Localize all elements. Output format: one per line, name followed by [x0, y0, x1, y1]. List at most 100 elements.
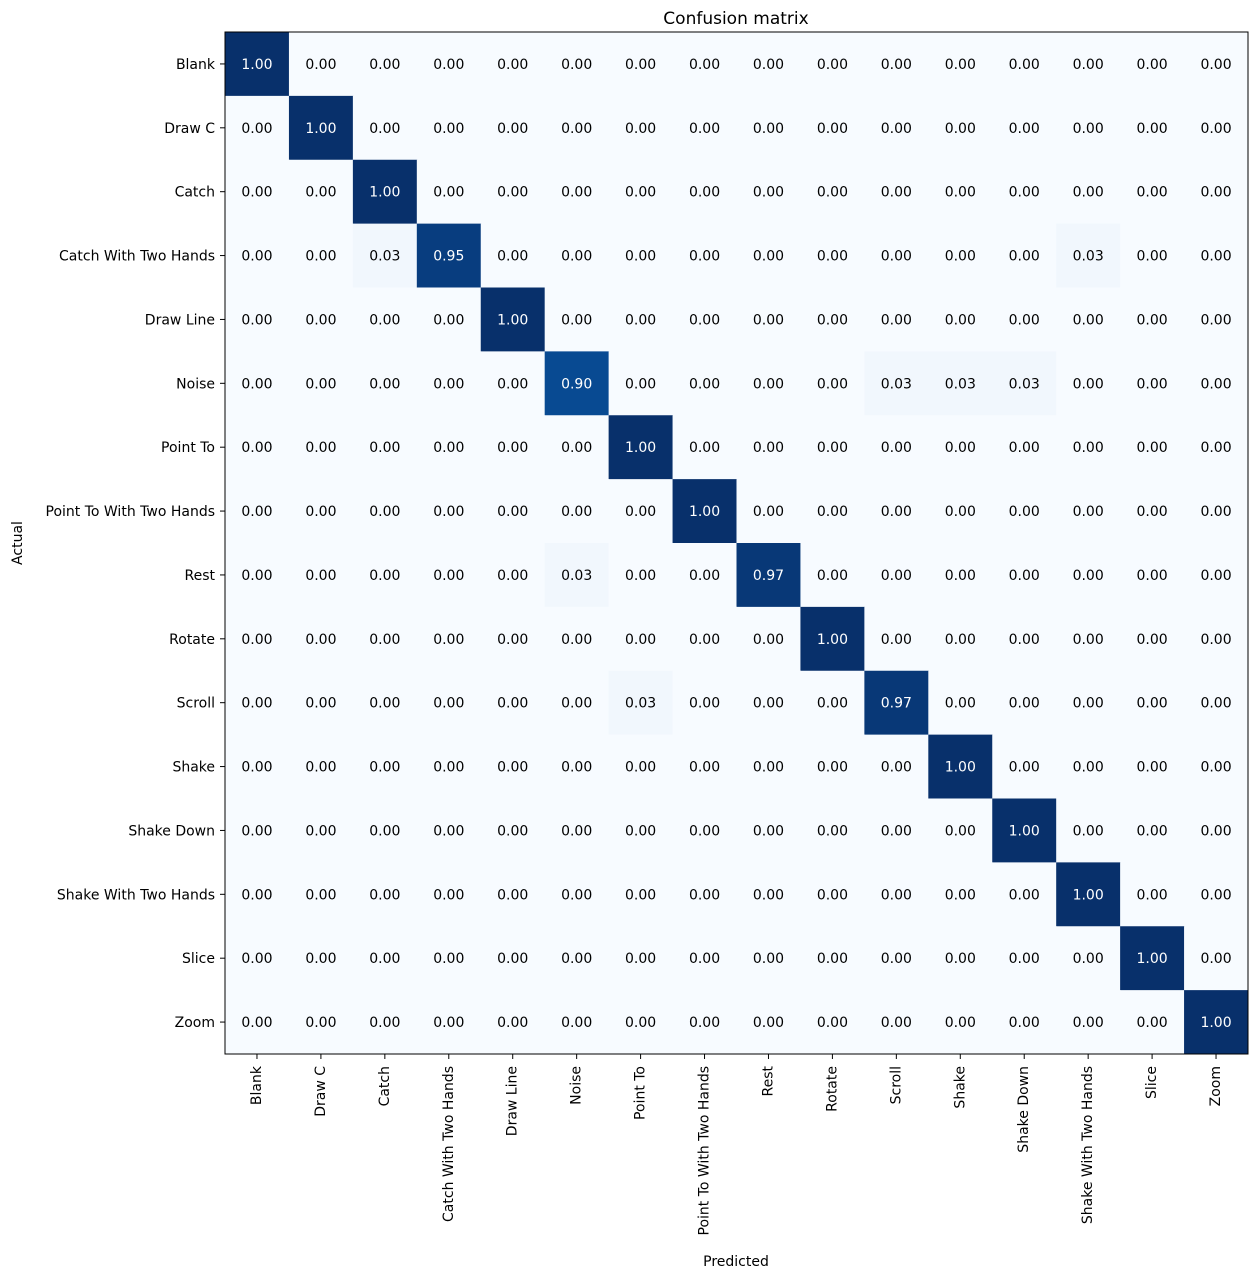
cell-value-label: 0.00 [689, 951, 720, 967]
cell-value-label: 0.00 [817, 440, 848, 456]
cell-value-label: 0.00 [881, 1015, 912, 1031]
heatmap-cell [800, 734, 865, 799]
heatmap-cell [480, 287, 546, 352]
cell-value-label: 0.00 [561, 312, 592, 328]
heatmap-cell [352, 670, 418, 736]
heatmap-cell [1056, 606, 1121, 672]
heatmap-cell [352, 415, 418, 480]
heatmap-cell [928, 734, 993, 799]
x-tick-label: Shake With Two Hands [1080, 1066, 1096, 1224]
heatmap-cell [992, 926, 1057, 991]
cell-value-label: 0.00 [561, 632, 592, 648]
heatmap-cell [864, 606, 929, 672]
cell-value-label: 0.00 [625, 823, 656, 839]
heatmap-cell [1120, 479, 1185, 544]
cell-value-label: 0.00 [1009, 951, 1040, 967]
cell-value-label: 0.00 [1073, 185, 1104, 201]
heatmap-cell [672, 351, 737, 416]
cell-value-label: 0.00 [689, 887, 720, 903]
heatmap-cell [736, 798, 801, 863]
cell-value-label: 0.00 [689, 632, 720, 648]
heatmap-cell [800, 351, 865, 416]
heatmap-cell [608, 351, 674, 416]
cell-value-label: 0.00 [305, 57, 336, 73]
cell-value-label: 0.00 [945, 568, 976, 584]
cell-value-label: 0.00 [1009, 632, 1040, 648]
cell-value-label: 0.00 [1200, 823, 1231, 839]
heatmap-cell [225, 990, 290, 1055]
heatmap-cell [992, 670, 1057, 736]
cell-value-label: 0.00 [625, 1015, 656, 1031]
cell-value-label: 0.00 [689, 249, 720, 265]
cell-value-label: 0.00 [625, 185, 656, 201]
x-tick-label: Scroll [888, 1066, 904, 1104]
cell-value-label: 0.00 [1137, 312, 1168, 328]
heatmap-cell [352, 734, 418, 799]
heatmap-cell [736, 606, 801, 672]
x-tick-label: Rotate [824, 1066, 840, 1112]
cell-value-label: 0.00 [817, 823, 848, 839]
y-tick-label: Point To [161, 440, 215, 456]
heatmap-cell [480, 734, 546, 799]
x-axis-label: Predicted [703, 1254, 769, 1270]
heatmap-cell [992, 862, 1057, 927]
cell-value-label: 0.00 [1009, 185, 1040, 201]
heatmap-cell [1184, 990, 1249, 1055]
heatmap-cell [800, 415, 865, 480]
heatmap-cell [672, 926, 737, 991]
cell-value-label: 0.00 [1200, 312, 1231, 328]
heatmap-cell [672, 415, 737, 480]
cell-value-label: 0.00 [881, 823, 912, 839]
heatmap-cell [928, 926, 993, 991]
cell-value-label: 0.00 [881, 121, 912, 137]
heatmap-cell [928, 479, 993, 544]
heatmap-cell [1120, 543, 1185, 608]
heatmap-cell [1120, 95, 1185, 161]
heatmap-cell [225, 734, 290, 799]
cell-value-label: 0.00 [561, 504, 592, 520]
heatmap-cell [928, 862, 993, 927]
heatmap-cell [1056, 32, 1121, 97]
x-tick-label: Noise [569, 1066, 585, 1105]
cell-value-label: 1.00 [1200, 1015, 1231, 1031]
cell-value-label: 0.00 [881, 185, 912, 201]
heatmap-cell [800, 159, 865, 225]
heatmap-cell [992, 95, 1057, 161]
cell-value-label: 0.00 [241, 440, 272, 456]
heatmap-cell [288, 479, 354, 544]
heatmap-cell [544, 798, 610, 863]
heatmap-cell [992, 990, 1057, 1055]
cell-value-label: 0.00 [241, 376, 272, 392]
cell-value-label: 0.00 [497, 121, 528, 137]
x-tick-label: Point To With Two Hands [697, 1066, 713, 1236]
cell-value-label: 0.00 [945, 312, 976, 328]
heatmap-cell [864, 926, 929, 991]
heatmap-cell [1056, 287, 1121, 352]
cell-value-label: 0.00 [1137, 632, 1168, 648]
heatmap-cell [928, 798, 993, 863]
x-tick-label: Point To [633, 1066, 649, 1120]
heatmap-cell [672, 32, 737, 97]
heatmap-cell [225, 351, 290, 416]
heatmap-cell [1184, 543, 1249, 608]
cell-value-label: 0.00 [817, 696, 848, 712]
heatmap-cell [1120, 159, 1185, 225]
cell-value-label: 1.00 [945, 760, 976, 776]
heatmap-cell [1120, 990, 1185, 1055]
cell-value-label: 0.00 [753, 951, 784, 967]
cell-value-label: 0.00 [817, 312, 848, 328]
cell-value-label: 0.00 [945, 887, 976, 903]
heatmap-cell [416, 415, 482, 480]
heatmap-cell [416, 734, 482, 799]
heatmap-cell [288, 543, 354, 608]
heatmap-cell [544, 606, 610, 672]
cell-value-label: 0.03 [625, 696, 656, 712]
cell-value-label: 0.00 [1009, 696, 1040, 712]
cell-value-label: 0.00 [1200, 696, 1231, 712]
heatmap-cell [672, 479, 737, 544]
cell-value-label: 1.00 [1073, 887, 1104, 903]
heatmap-cell [544, 95, 610, 161]
heatmap-cell [1056, 670, 1121, 736]
heatmap-cell [608, 990, 674, 1055]
cell-value-label: 0.00 [433, 568, 464, 584]
